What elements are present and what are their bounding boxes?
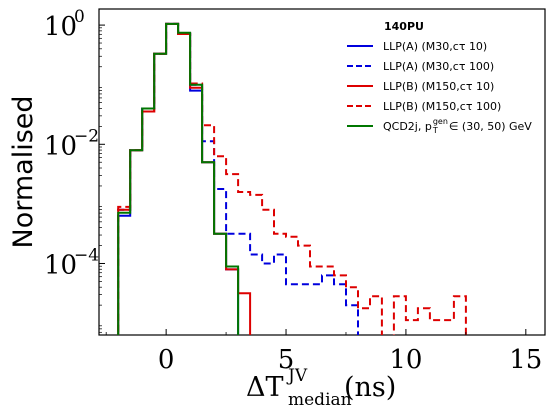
legend-title: 140PU bbox=[384, 20, 424, 33]
legend-label: QCD2j, p bbox=[383, 120, 432, 133]
y-axis-label: Normalised bbox=[8, 95, 39, 248]
x-tick-label: 15 bbox=[509, 345, 542, 375]
plot-area-frame bbox=[98, 8, 546, 336]
series-1-line bbox=[117, 22, 359, 335]
series-2-line bbox=[117, 22, 252, 335]
legend-qcd-tail: ∈ (30, 50) GeV bbox=[449, 120, 532, 133]
legend-qcd-sup: gen bbox=[433, 117, 448, 126]
y-tick-exponent: −2 bbox=[74, 126, 99, 146]
series-4-line bbox=[117, 22, 240, 335]
legend-qcd-sub: T bbox=[432, 126, 438, 135]
y-tick-exponent: 0 bbox=[74, 7, 85, 27]
legend-label: LLP(A) (M30,cτ 10) bbox=[383, 40, 487, 53]
y-tick-label: 10 bbox=[44, 12, 77, 42]
x-tick-label: 10 bbox=[389, 345, 422, 375]
y-tick-exponent: −4 bbox=[74, 245, 99, 265]
series-layer bbox=[117, 22, 467, 335]
legend-label: LLP(A) (M30,cτ 100) bbox=[383, 60, 494, 73]
legend-label: LLP(B) (M150,cτ 100) bbox=[383, 100, 501, 113]
x-axis-label-main: ΔT bbox=[246, 372, 284, 403]
x-axis: 0 5 10 15 bbox=[105, 329, 542, 375]
legend-label: LLP(B) (M150,cτ 10) bbox=[383, 80, 494, 93]
x-axis-label-unit: (ns) bbox=[344, 372, 396, 403]
x-tick-label: 0 bbox=[158, 345, 175, 375]
series-0-line bbox=[117, 22, 240, 335]
x-axis-label-sup: JV bbox=[286, 366, 308, 386]
x-tick-label: 5 bbox=[278, 345, 295, 375]
legend-entries: LLP(A) (M30,cτ 10) LLP(A) (M30,cτ 100) LLP… bbox=[347, 40, 532, 135]
y-tick-label: 10 bbox=[44, 131, 77, 161]
legend: 140PU LLP(A) (M30,cτ 10)LLP(A) (M30,cτ 1… bbox=[347, 20, 532, 135]
y-tick-label: 10 bbox=[44, 250, 77, 280]
x-axis-label: ΔT JV median (ns) bbox=[246, 366, 396, 410]
x-axis-label-sub: median bbox=[288, 390, 352, 410]
series-3-line bbox=[117, 22, 467, 335]
